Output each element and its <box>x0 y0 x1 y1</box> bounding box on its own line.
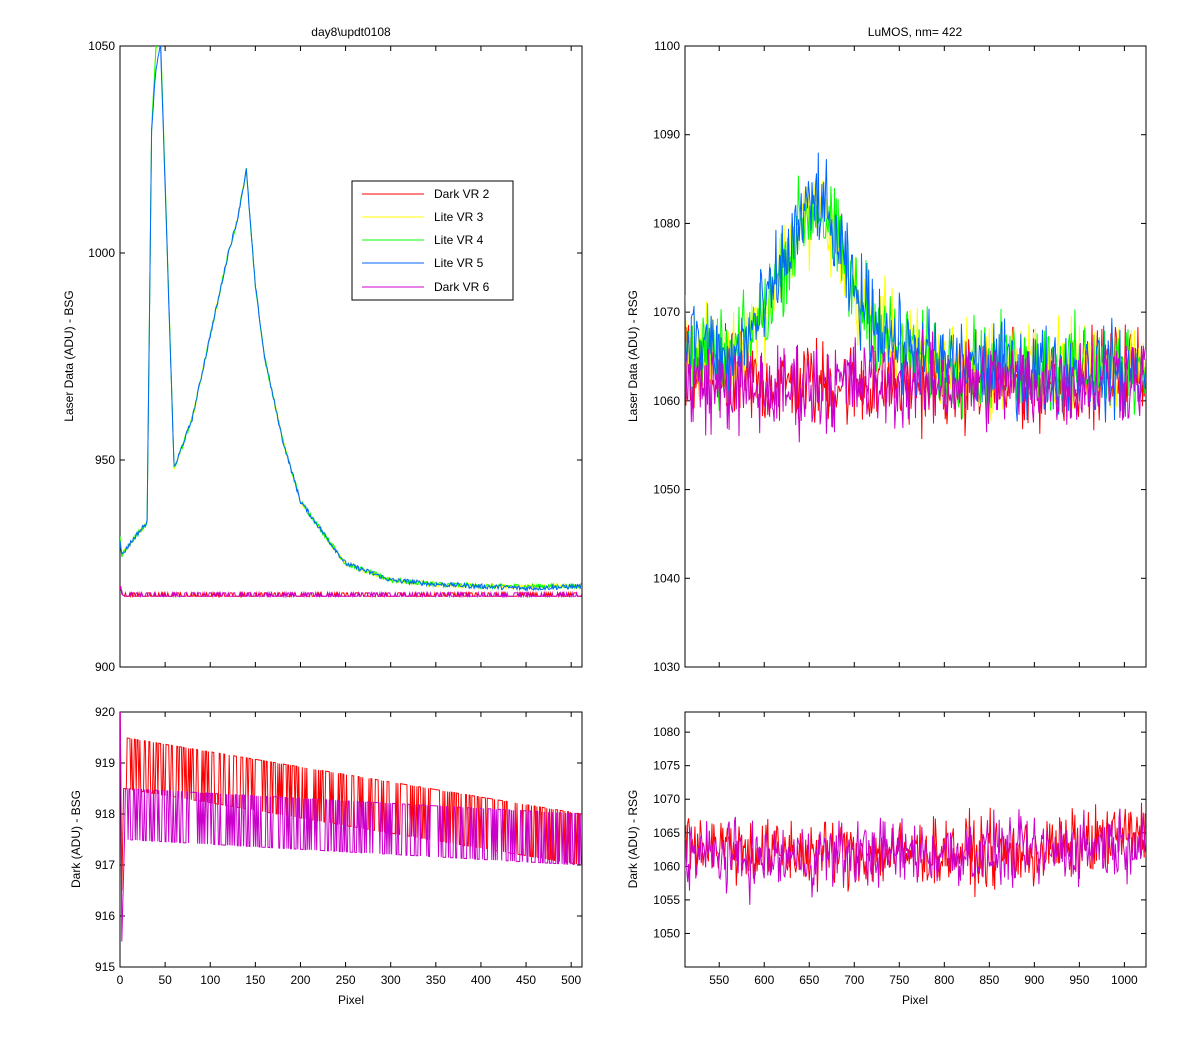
y-tick-label: 1060 <box>653 394 680 408</box>
xlabel-bottom-left: Pixel <box>338 993 364 1007</box>
y-tick-label: 918 <box>95 807 115 821</box>
panel-top-left: day8\updt0108 Laser Data (ADU) - BSG 900… <box>62 25 583 674</box>
x-tick-label: 600 <box>754 973 774 987</box>
x-tick-label: 400 <box>471 973 491 987</box>
y-tick-label: 1090 <box>653 128 680 142</box>
y-tick-label: 917 <box>95 858 115 872</box>
legend-label-lite-vr3: Lite VR 3 <box>434 210 484 224</box>
y-tick-label: 1070 <box>653 305 680 319</box>
y-tick-label: 1050 <box>653 483 680 497</box>
traces-bottom-right <box>685 802 1146 905</box>
x-tick-label: 900 <box>1024 973 1044 987</box>
ylabel-top-right: Laser Data (ADU) - RSG <box>626 290 640 422</box>
y-tick-label: 1065 <box>653 826 680 840</box>
ticks-bottom-left: 0 50 100 150 200 250 300 350 400 450 500 915 916 917 9… <box>95 705 582 987</box>
legend: Dark VR 2 Lite VR 3 Lite VR 4 Lite VR 5 … <box>351 180 514 301</box>
title-top-right: LuMOS, nm= 422 <box>868 25 963 39</box>
ticks-bottom-right: 550 600 650 700 750 800 850 900 950 1000 1050 1055 1… <box>653 712 1146 987</box>
y-tick-label: 900 <box>95 660 115 674</box>
panel-bottom-right: Pixel Dark (ADU) - RSG 550 600 650 700 750 80… <box>626 711 1147 1007</box>
x-tick-label: 100 <box>200 973 220 987</box>
y-tick-label: 1070 <box>653 792 680 806</box>
x-tick-label: 150 <box>245 973 265 987</box>
series-line-lite-vr-5 <box>120 46 582 593</box>
x-tick-label: 850 <box>979 973 999 987</box>
x-tick-label: 1000 <box>1111 973 1138 987</box>
y-tick-label: 1050 <box>653 926 680 940</box>
y-tick-label: 916 <box>95 909 115 923</box>
traces-top-right <box>685 152 1146 443</box>
series-line-dark-vr-2 <box>120 712 582 891</box>
y-tick-label: 1030 <box>653 660 680 674</box>
y-tick-label: 1060 <box>653 859 680 873</box>
legend-label-lite-vr5: Lite VR 5 <box>434 256 484 270</box>
x-tick-label: 550 <box>709 973 729 987</box>
traces-bottom-left <box>120 712 582 942</box>
x-tick-label: 200 <box>290 973 310 987</box>
series-line-dark-vr-6 <box>120 712 582 942</box>
legend-label-dark-vr6: Dark VR 6 <box>434 280 490 294</box>
panel-top-right: LuMOS, nm= 422 Laser Data (ADU) - RSG 10… <box>626 25 1147 674</box>
y-tick-label: 915 <box>95 960 115 974</box>
y-tick-label: 1100 <box>654 39 680 53</box>
x-tick-label: 350 <box>426 973 446 987</box>
y-tick-label: 919 <box>95 756 115 770</box>
ylabel-bottom-right: Dark (ADU) - RSG <box>626 790 640 889</box>
x-tick-label: 250 <box>336 973 356 987</box>
x-tick-label: 800 <box>934 973 954 987</box>
y-tick-label: 1040 <box>653 571 680 585</box>
x-tick-label: 300 <box>381 973 401 987</box>
x-tick-label: 650 <box>799 973 819 987</box>
x-tick-label: 950 <box>1069 973 1089 987</box>
legend-label-dark-vr2: Dark VR 2 <box>434 187 490 201</box>
y-tick-label: 950 <box>95 453 115 467</box>
xlabel-bottom-right: Pixel <box>902 993 928 1007</box>
series-line-dark-vr-6 <box>120 585 582 599</box>
traces-top-left <box>120 46 582 599</box>
y-tick-label: 1075 <box>653 759 680 773</box>
axes-top-left <box>119 45 583 668</box>
x-tick-label: 50 <box>158 973 172 987</box>
y-tick-label: 1080 <box>653 216 680 230</box>
x-tick-label: 700 <box>844 973 864 987</box>
x-tick-label: 750 <box>889 973 909 987</box>
ylabel-bottom-left: Dark (ADU) - BSG <box>69 790 83 888</box>
series-line-dark-vr-6 <box>685 329 1146 443</box>
ticks-top-right: 1030 1040 1050 1060 1070 1080 1090 1100 <box>653 39 1146 674</box>
series-line-dark-vr-2 <box>685 802 1146 898</box>
series-line-dark-vr-6 <box>685 808 1146 905</box>
ticks-top-left: 900 950 1000 1050 <box>88 39 582 674</box>
legend-label-lite-vr4: Lite VR 4 <box>434 233 484 247</box>
y-tick-label: 1055 <box>653 893 680 907</box>
x-tick-label: 450 <box>516 973 536 987</box>
x-tick-label: 0 <box>117 973 124 987</box>
y-tick-label: 920 <box>95 705 115 719</box>
y-tick-label: 1080 <box>653 725 680 739</box>
y-tick-label: 1000 <box>88 246 115 260</box>
panel-bottom-left: Pixel Dark (ADU) - BSG 0 50 100 150 200 250 30… <box>69 705 583 1007</box>
x-tick-label: 500 <box>561 973 581 987</box>
y-tick-label: 1050 <box>88 39 115 53</box>
title-top-left: day8\updt0108 <box>311 25 391 39</box>
ylabel-top-left: Laser Data (ADU) - BSG <box>62 290 76 421</box>
